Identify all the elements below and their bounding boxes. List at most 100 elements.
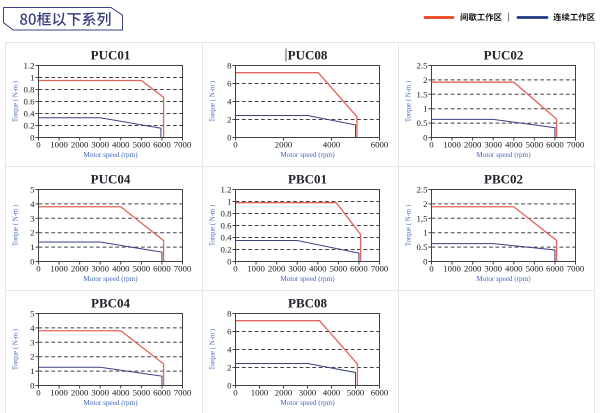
svg-text:Torque ( N-m ): Torque ( N-m ) xyxy=(13,205,20,246)
svg-text:5000: 5000 xyxy=(329,263,347,273)
svg-text:1000: 1000 xyxy=(50,263,68,273)
svg-text:4000: 4000 xyxy=(112,263,130,273)
svg-text:6000: 6000 xyxy=(350,263,368,273)
svg-text:4000: 4000 xyxy=(309,263,327,273)
svg-text:4000: 4000 xyxy=(112,139,130,149)
svg-text:7000: 7000 xyxy=(370,263,388,273)
svg-text:5000: 5000 xyxy=(133,387,151,397)
svg-text:4: 4 xyxy=(30,323,35,333)
svg-text:7000: 7000 xyxy=(174,139,192,149)
svg-text:2000: 2000 xyxy=(71,139,89,149)
svg-text:3000: 3000 xyxy=(91,139,109,149)
svg-text:PUC02: PUC02 xyxy=(484,48,524,63)
svg-text:2: 2 xyxy=(423,199,427,209)
svg-text:4: 4 xyxy=(227,97,232,107)
svg-text:0: 0 xyxy=(227,257,232,267)
svg-text:5: 5 xyxy=(30,185,35,195)
svg-text:3000: 3000 xyxy=(485,139,503,149)
svg-text:3000: 3000 xyxy=(91,387,109,397)
svg-text:4: 4 xyxy=(30,199,35,209)
svg-text:0: 0 xyxy=(227,381,232,391)
svg-text:7000: 7000 xyxy=(567,139,585,149)
svg-text:2000: 2000 xyxy=(274,139,292,149)
svg-text:1000: 1000 xyxy=(50,139,68,149)
svg-text:4000: 4000 xyxy=(505,139,523,149)
svg-text:4000: 4000 xyxy=(322,139,340,149)
svg-text:PUC08: PUC08 xyxy=(287,48,327,63)
svg-text:PUC01: PUC01 xyxy=(91,48,131,63)
svg-text:0: 0 xyxy=(227,133,232,143)
svg-text:5000: 5000 xyxy=(346,387,364,397)
svg-text:4000: 4000 xyxy=(322,387,340,397)
svg-text:0.8: 0.8 xyxy=(220,209,232,219)
svg-text:7000: 7000 xyxy=(174,387,192,397)
svg-text:1: 1 xyxy=(423,228,427,238)
svg-text:4000: 4000 xyxy=(112,387,130,397)
svg-text:3000: 3000 xyxy=(288,263,306,273)
svg-text:0.6: 0.6 xyxy=(220,221,232,231)
svg-text:3000: 3000 xyxy=(298,387,316,397)
svg-text:1000: 1000 xyxy=(247,263,265,273)
svg-text:Torque ( N-m ): Torque ( N-m ) xyxy=(406,205,413,246)
svg-text:PBC01: PBC01 xyxy=(288,172,327,187)
svg-text:6000: 6000 xyxy=(370,387,388,397)
svg-text:6000: 6000 xyxy=(153,263,171,273)
svg-text:1: 1 xyxy=(30,242,34,252)
svg-text:1: 1 xyxy=(227,197,231,207)
svg-text:0.8: 0.8 xyxy=(24,85,36,95)
svg-text:0.2: 0.2 xyxy=(24,121,35,131)
svg-text:1: 1 xyxy=(30,366,34,376)
svg-text:7000: 7000 xyxy=(174,263,192,273)
svg-text:2: 2 xyxy=(227,115,231,125)
svg-text:5: 5 xyxy=(30,309,35,319)
svg-text:0: 0 xyxy=(30,257,35,267)
svg-text:1000: 1000 xyxy=(50,387,68,397)
svg-text:0: 0 xyxy=(36,139,41,149)
svg-text:1000: 1000 xyxy=(444,139,462,149)
svg-text:Motor speed (rpm): Motor speed (rpm) xyxy=(280,399,335,407)
svg-text:2000: 2000 xyxy=(274,387,292,397)
svg-text:Torque ( N-m ): Torque ( N-m ) xyxy=(406,81,413,122)
svg-text:0: 0 xyxy=(423,133,428,143)
svg-text:Torque ( N-m ): Torque ( N-m ) xyxy=(209,205,216,246)
svg-text:2.5: 2.5 xyxy=(417,185,429,195)
svg-text:Motor speed (rpm): Motor speed (rpm) xyxy=(477,275,532,283)
svg-text:Motor speed (rpm): Motor speed (rpm) xyxy=(83,399,138,407)
svg-text:0.6: 0.6 xyxy=(24,97,36,107)
svg-text:0: 0 xyxy=(233,387,238,397)
svg-text:0: 0 xyxy=(423,257,428,267)
svg-text:2000: 2000 xyxy=(71,387,89,397)
svg-text:Motor speed (rpm): Motor speed (rpm) xyxy=(280,275,335,283)
svg-text:1.2: 1.2 xyxy=(220,185,231,195)
svg-text:1: 1 xyxy=(30,73,34,83)
svg-text:2000: 2000 xyxy=(464,263,482,273)
svg-text:0: 0 xyxy=(430,263,435,273)
svg-text:PBC04: PBC04 xyxy=(91,296,131,311)
svg-text:PBC08: PBC08 xyxy=(288,296,328,311)
svg-text:3000: 3000 xyxy=(485,263,503,273)
svg-text:1000: 1000 xyxy=(250,387,268,397)
svg-text:0.2: 0.2 xyxy=(220,245,231,255)
svg-text:6: 6 xyxy=(227,327,232,337)
svg-text:1.5: 1.5 xyxy=(417,89,429,99)
svg-text:3: 3 xyxy=(30,213,35,223)
svg-text:2000: 2000 xyxy=(71,263,89,273)
svg-text:5000: 5000 xyxy=(133,139,151,149)
svg-text:3: 3 xyxy=(30,337,35,347)
svg-text:0.5: 0.5 xyxy=(417,242,429,252)
svg-text:0: 0 xyxy=(36,263,41,273)
svg-text:2000: 2000 xyxy=(464,139,482,149)
svg-text:1.2: 1.2 xyxy=(24,61,35,71)
svg-text:5000: 5000 xyxy=(526,139,544,149)
svg-text:0: 0 xyxy=(233,139,238,149)
svg-text:Motor speed (rpm): Motor speed (rpm) xyxy=(83,151,138,159)
svg-text:6000: 6000 xyxy=(546,263,564,273)
svg-text:0.4: 0.4 xyxy=(220,233,232,243)
svg-text:7000: 7000 xyxy=(567,263,585,273)
svg-text:0.4: 0.4 xyxy=(24,109,36,119)
svg-text:4: 4 xyxy=(227,345,232,355)
svg-text:Torque ( N-m ): Torque ( N-m ) xyxy=(209,81,216,122)
svg-text:8: 8 xyxy=(227,61,232,71)
svg-text:2.5: 2.5 xyxy=(417,61,429,71)
svg-text:PBC02: PBC02 xyxy=(484,172,523,187)
